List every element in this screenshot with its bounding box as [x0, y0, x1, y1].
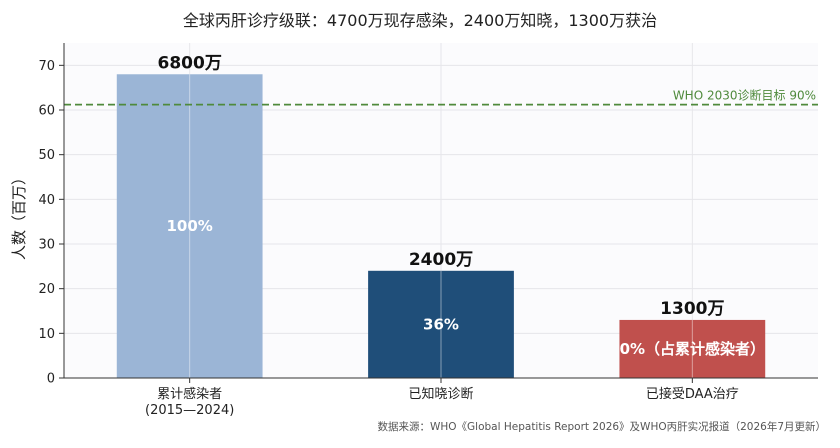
y-tick-label: 30 — [38, 238, 55, 253]
bar-top-label: 6800万 — [158, 53, 222, 73]
bar — [368, 270, 514, 378]
x-tick-label: 已接受DAA治疗 — [646, 386, 739, 402]
y-tick-label: 50 — [38, 148, 55, 163]
source-note: 数据来源：WHO《Global Hepatitis Report 2026》及W… — [377, 420, 826, 433]
y-tick-label: 60 — [38, 104, 55, 119]
bar — [116, 74, 263, 379]
reference-line-label: WHO 2030诊断目标 90% — [673, 88, 816, 103]
bar-top-label: 1300万 — [660, 299, 724, 319]
y-tick-label: 40 — [38, 193, 55, 208]
bar-top-label: 2400万 — [409, 250, 473, 270]
x-tick-label: 已知晓诊断 — [408, 386, 473, 402]
y-tick-label: 10 — [38, 327, 55, 342]
x-tick-label: 累计感染者(2015—2024) — [145, 386, 234, 418]
bar-inner-label: 0%（占累计感染者） — [620, 340, 765, 358]
y-tick-label: 20 — [38, 282, 55, 297]
y-tick-label: 0 — [47, 372, 55, 387]
bar-inner-label: 100% — [166, 217, 212, 235]
bar — [619, 319, 766, 378]
y-tick-label: 70 — [38, 59, 55, 74]
bar-inner-label: 36% — [423, 315, 459, 333]
chart-title: 全球丙肝诊疗级联：4700万现存感染，2400万知晓，1300万获治 — [183, 11, 657, 30]
y-axis-label: 人数（百万） — [10, 170, 28, 260]
